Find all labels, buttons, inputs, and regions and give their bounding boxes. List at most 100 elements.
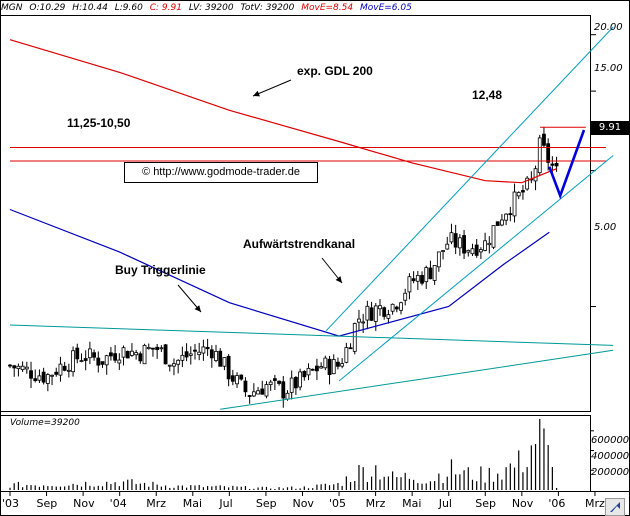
candle-body: [201, 346, 206, 354]
candle-body: [399, 302, 403, 311]
candle-body: [20, 365, 25, 371]
x-tick-label: Nov: [292, 497, 314, 510]
candle-body: [121, 347, 126, 358]
candle-body: [504, 213, 509, 221]
support-line: [220, 349, 614, 410]
candle-body: [41, 371, 46, 383]
candle-body: [533, 168, 538, 182]
candle-body: [138, 353, 143, 362]
candle-body: [310, 368, 315, 371]
candle-body: [134, 352, 139, 356]
y-tick-5: 5.00: [594, 222, 617, 233]
candle-body: [487, 242, 492, 246]
candle-body: [411, 278, 416, 282]
candle-body: [214, 351, 218, 361]
header-low: L:9.60: [114, 3, 143, 13]
candle-body: [298, 371, 303, 388]
volume-label: Volume=39200: [10, 418, 80, 428]
candle-body: [33, 378, 38, 382]
candle-body: [289, 377, 294, 393]
candle-body: [117, 359, 122, 364]
candle-body: [470, 248, 475, 255]
candle-body: [281, 381, 286, 399]
candle-body: [243, 380, 248, 393]
candle-body: [420, 275, 424, 284]
candle-body: [54, 371, 59, 375]
candle-body: [331, 359, 336, 375]
last-price-badge: 9.91: [590, 121, 630, 135]
candle-body: [66, 369, 71, 372]
candle-body: [277, 380, 281, 384]
x-tick-label: Mrz: [365, 497, 386, 510]
candle-body: [449, 232, 454, 243]
x-tick-label: Mai: [402, 497, 422, 510]
candle-body: [193, 349, 197, 352]
candle-body: [542, 133, 546, 146]
y-tick-15: 15.00: [594, 63, 623, 74]
candle-body: [293, 376, 298, 389]
header-high: H:10.44: [72, 3, 108, 13]
candle-body: [251, 391, 256, 397]
x-tick-label: Nov: [511, 497, 534, 510]
channel-upper-line: [325, 26, 614, 332]
annotation-resistance: 11,25-10,50: [67, 116, 131, 130]
annotation-high-value: 12,48: [472, 88, 503, 102]
candle-body: [155, 346, 160, 350]
candle-body: [87, 348, 92, 359]
header-lv: LV: 39200: [188, 3, 234, 13]
candle-body: [58, 363, 63, 376]
candle-body: [483, 240, 487, 251]
candle-body: [508, 213, 513, 216]
x-tick-label: Nov: [73, 497, 95, 510]
vol-tick-400000: 400000: [591, 451, 630, 462]
candle-body: [272, 378, 277, 381]
x-tick-label: Mai: [182, 497, 203, 510]
x-tick-label: Sep: [36, 497, 58, 510]
candle-body: [12, 365, 17, 369]
candle-body: [466, 250, 471, 253]
candle-body: [230, 375, 235, 382]
candle-body: [336, 361, 340, 367]
vol-tick-600000: 600000: [591, 435, 630, 446]
candle-body: [525, 177, 530, 190]
candle-body: [209, 349, 214, 359]
x-tick-label: '03: [2, 497, 20, 510]
x-tick-label: Mrz: [584, 497, 605, 510]
x-tick-label: Sep: [255, 497, 277, 510]
candle-body: [424, 267, 429, 283]
candle-body: [24, 366, 29, 370]
candle-body: [37, 375, 42, 381]
candle-body: [8, 364, 12, 367]
candle-body: [445, 243, 450, 250]
ema-200-line: [9, 39, 557, 184]
y-tick-20: 20.00: [594, 22, 623, 33]
arrow-up-right-icon: [610, 502, 620, 512]
gdl-arrow: [252, 79, 292, 97]
header-move-blue: MovE=6.05: [359, 3, 412, 13]
candle-body: [369, 307, 374, 321]
candle-body: [256, 390, 260, 395]
header-close: C: 9.91: [149, 3, 182, 13]
candle-body: [222, 357, 227, 367]
candle-body: [176, 359, 181, 365]
candle-body: [378, 305, 382, 310]
candle-body: [142, 344, 147, 365]
trend-channel-arrow-head: [335, 276, 342, 283]
candle-body: [180, 354, 185, 361]
candle-body: [167, 364, 172, 367]
candle-body: [403, 292, 408, 301]
candle-body: [352, 323, 357, 352]
x-tick-label: Jul: [219, 497, 233, 510]
candle-body: [146, 347, 151, 350]
header-totv: TotV: 39200: [240, 3, 295, 13]
candle-body: [159, 347, 164, 350]
trigger-line: [9, 324, 614, 346]
candle-body: [260, 388, 265, 395]
candle-body: [357, 318, 361, 323]
candle-body: [407, 276, 412, 293]
candle-body: [239, 374, 244, 380]
candle-body: [306, 367, 311, 376]
candle-body: [125, 350, 130, 359]
candle-body: [521, 190, 525, 193]
scroll-button[interactable]: [605, 498, 625, 516]
